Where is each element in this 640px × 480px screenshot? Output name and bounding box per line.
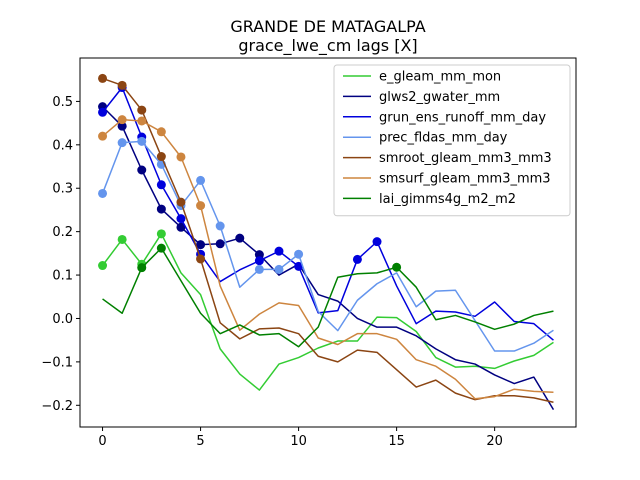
y-tick-label: −0.1 <box>41 355 73 370</box>
data-point <box>176 214 186 224</box>
data-point <box>117 234 127 244</box>
data-point <box>352 254 362 264</box>
chart-subtitle: grace_lwe_cm lags [X] <box>238 36 417 56</box>
x-tick-label: 10 <box>290 434 307 449</box>
data-point <box>137 136 147 146</box>
series-line <box>102 247 554 348</box>
series-lai-gimms4g-m2-m2 <box>102 243 554 348</box>
data-point <box>176 197 186 207</box>
legend-label: lai_gimms4g_m2_m2 <box>379 192 516 207</box>
x-tick-label: 20 <box>486 434 503 449</box>
legend-item: e_gleam_mm_mon <box>343 70 501 85</box>
data-point <box>98 188 108 198</box>
series-grun-ens-runoff-mm-day <box>98 83 554 341</box>
legend-item: smsurf_gleam_mm3_mm3 <box>343 172 551 187</box>
data-point <box>156 127 166 137</box>
plot-area <box>98 73 555 411</box>
data-point <box>137 165 147 175</box>
series-line <box>101 86 554 341</box>
data-point <box>196 175 206 185</box>
data-point <box>372 237 382 247</box>
x-tick-label: 5 <box>196 434 204 449</box>
y-tick-label: 0.4 <box>52 138 73 153</box>
data-point <box>98 261 108 271</box>
legend-item: glws2_gwater_mm <box>343 90 500 105</box>
legend-label: grun_ens_runoff_mm_day <box>379 110 546 125</box>
data-point <box>98 73 108 83</box>
data-point <box>254 256 264 266</box>
x-tick-label: 0 <box>98 434 106 449</box>
data-point <box>274 264 284 274</box>
series-smsurf-gleam-mm3-mm3 <box>98 115 554 400</box>
data-point <box>137 105 147 115</box>
data-point <box>176 152 186 162</box>
y-tick-label: 0.2 <box>52 225 73 240</box>
series-prec-fldas-mm-day <box>98 136 554 352</box>
y-tick-label: 0.1 <box>52 269 73 284</box>
legend-label: smroot_gleam_mm3_mm3 <box>379 151 552 166</box>
series-line <box>102 118 554 400</box>
data-point <box>117 138 127 148</box>
data-point <box>137 263 147 273</box>
data-point <box>294 249 304 259</box>
data-point <box>117 115 127 125</box>
data-point <box>176 222 186 232</box>
legend-item: lai_gimms4g_m2_m2 <box>343 192 516 207</box>
data-point <box>117 121 127 131</box>
data-point <box>392 262 402 272</box>
y-tick-label: 0.3 <box>52 182 73 197</box>
data-point <box>156 180 166 190</box>
data-point <box>98 131 108 141</box>
data-point <box>196 201 206 211</box>
legend-item: smroot_gleam_mm3_mm3 <box>343 151 552 166</box>
data-point <box>156 204 166 214</box>
legend: e_gleam_mm_mon glws2_gwater_mm grun_ens_ru… <box>333 64 571 217</box>
legend-label: smsurf_gleam_mm3_mm3 <box>379 172 551 187</box>
y-tick-label: −0.2 <box>41 399 73 414</box>
y-tick-label: 0.0 <box>52 312 73 327</box>
data-point <box>137 116 147 126</box>
data-point <box>274 246 284 256</box>
legend-item: grun_ens_runoff_mm_day <box>343 110 546 125</box>
chart-title: GRANDE DE MATAGALPA <box>230 17 425 36</box>
data-point <box>156 229 166 239</box>
series-line <box>101 140 554 352</box>
data-point <box>156 152 166 162</box>
data-point <box>294 261 304 271</box>
legend-label: prec_fldas_mm_day <box>379 131 508 146</box>
legend-label: glws2_gwater_mm <box>379 90 500 105</box>
y-axis: −0.2 −0.1 0.0 0.1 0.2 0.3 0.4 0.5 <box>41 95 80 414</box>
legend-box <box>333 64 571 217</box>
data-point <box>215 221 225 231</box>
legend-label: e_gleam_mm_mon <box>379 70 501 85</box>
x-tick-label: 15 <box>388 434 405 449</box>
data-point <box>98 107 108 117</box>
data-point <box>156 243 166 253</box>
x-axis: 0 5 10 15 20 <box>98 427 503 449</box>
data-point <box>254 264 264 274</box>
series-glws2-gwater-mm <box>98 102 555 411</box>
y-tick-label: 0.5 <box>52 95 73 110</box>
data-point <box>196 254 206 264</box>
axes-frame <box>79 57 577 428</box>
data-point <box>196 240 206 250</box>
data-point <box>117 80 127 90</box>
data-point <box>215 239 225 249</box>
legend-item: prec_fldas_mm_day <box>343 131 508 146</box>
data-point <box>235 233 245 243</box>
